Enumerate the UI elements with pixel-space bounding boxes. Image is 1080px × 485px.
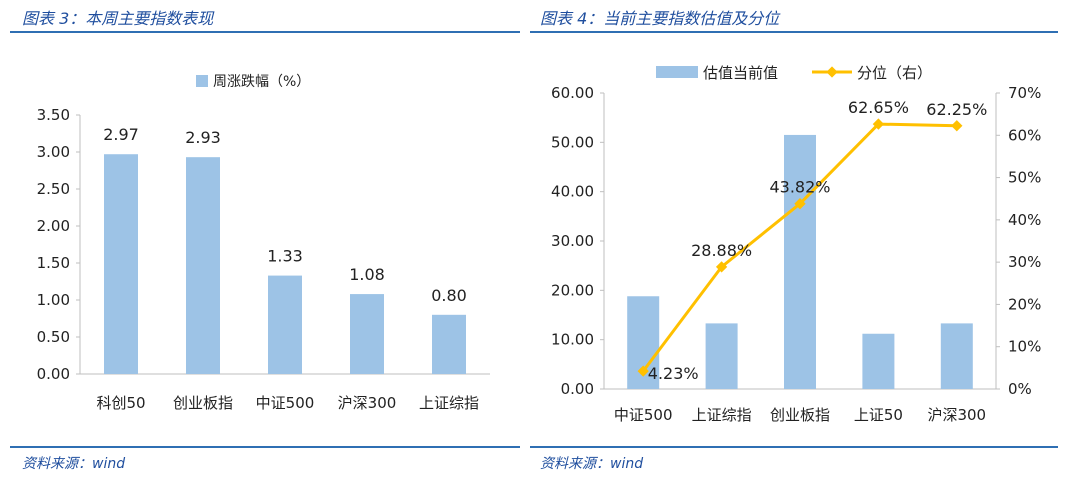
left-bar-data-label: 1.08: [349, 265, 385, 284]
left-y-tick-label: 1.00: [37, 291, 70, 309]
right-legend-bar-swatch: [656, 66, 698, 78]
right-y2-tick-label: 40%: [1008, 211, 1041, 229]
right-y-tick-label: 50.00: [551, 133, 594, 151]
left-bar: [432, 314, 466, 374]
left-bar: [186, 157, 220, 374]
left-bar-data-label: 2.93: [185, 128, 221, 147]
left-x-tick-label: 沪深300: [338, 394, 397, 412]
percentile-marker: [951, 120, 963, 132]
left-y-tick-label: 3.50: [37, 106, 70, 124]
left-x-tick-label: 创业板指: [173, 394, 233, 412]
right-panel-title: 图表 4：当前主要指数估值及分位: [540, 9, 780, 28]
right-y-tick-label: 20.00: [551, 281, 594, 299]
right-y-tick-label: 40.00: [551, 183, 594, 201]
right-legend-line-label: 分位（右）: [857, 64, 932, 82]
right-y-tick-label: 0.00: [561, 380, 594, 398]
percentile-data-label: 4.23%: [648, 364, 699, 383]
left-y-tick-label: 3.00: [37, 143, 70, 161]
percentile-data-label: 62.25%: [926, 100, 987, 119]
left-title-rule: [10, 31, 520, 33]
left-x-tick-label: 科创50: [96, 394, 145, 412]
percentile-marker: [794, 198, 806, 210]
right-bar: [862, 333, 895, 389]
right-y2-tick-label: 60%: [1008, 126, 1041, 144]
left-legend-swatch: [196, 75, 208, 87]
right-bar: [705, 323, 738, 389]
right-x-tick-label: 上证综指: [692, 406, 752, 424]
left-bar-data-label: 1.33: [267, 247, 303, 266]
left-bar: [268, 275, 302, 374]
right-legend-line-marker: [826, 66, 838, 78]
percentile-data-label: 28.88%: [691, 241, 752, 260]
right-y2-tick-label: 30%: [1008, 253, 1041, 271]
percentile-data-label: 62.65%: [848, 98, 909, 117]
left-panel-title: 图表 3：本周主要指数表现: [22, 9, 214, 28]
right-y2-tick-label: 50%: [1008, 169, 1041, 187]
right-x-tick-label: 上证50: [854, 406, 903, 424]
left-y-tick-label: 2.50: [37, 180, 70, 198]
right-source-note: 资料来源：wind: [540, 456, 644, 472]
left-y-tick-label: 0.00: [37, 365, 70, 383]
percentile-marker: [715, 261, 728, 273]
left-source-note: 资料来源：wind: [22, 456, 126, 472]
left-bar-data-label: 2.97: [103, 125, 139, 144]
right-y-tick-label: 10.00: [551, 331, 594, 349]
percentile-marker: [637, 365, 649, 377]
right-bar: [784, 134, 816, 389]
right-source-rule: [530, 446, 1058, 448]
right-legend-bar-label: 估值当前值: [703, 64, 778, 82]
percentile-data-label: 43.82%: [769, 178, 830, 197]
right-y2-tick-label: 20%: [1008, 295, 1041, 313]
right-bar: [940, 323, 973, 389]
left-source-rule: [10, 446, 520, 448]
right-x-tick-label: 创业板指: [770, 406, 830, 424]
right-y2-tick-label: 70%: [1008, 84, 1041, 102]
left-y-tick-label: 0.50: [37, 328, 70, 346]
left-x-tick-label: 中证500: [256, 394, 315, 412]
left-y-tick-label: 1.50: [37, 254, 70, 272]
right-y2-tick-label: 10%: [1008, 338, 1041, 356]
left-bar-data-label: 0.80: [431, 286, 467, 305]
left-legend-label: 周涨跌幅（%）: [213, 74, 310, 90]
right-x-tick-label: 中证500: [614, 406, 673, 424]
right-y-tick-label: 60.00: [551, 84, 594, 102]
left-bar: [104, 154, 138, 374]
left-y-tick-label: 2.00: [37, 217, 70, 235]
right-y-tick-label: 30.00: [551, 232, 594, 250]
right-title-rule: [530, 31, 1058, 33]
left-bar: [350, 294, 384, 374]
right-y2-tick-label: 0%: [1008, 380, 1032, 398]
right-x-tick-label: 沪深300: [927, 406, 986, 424]
left-x-tick-label: 上证综指: [419, 394, 479, 412]
